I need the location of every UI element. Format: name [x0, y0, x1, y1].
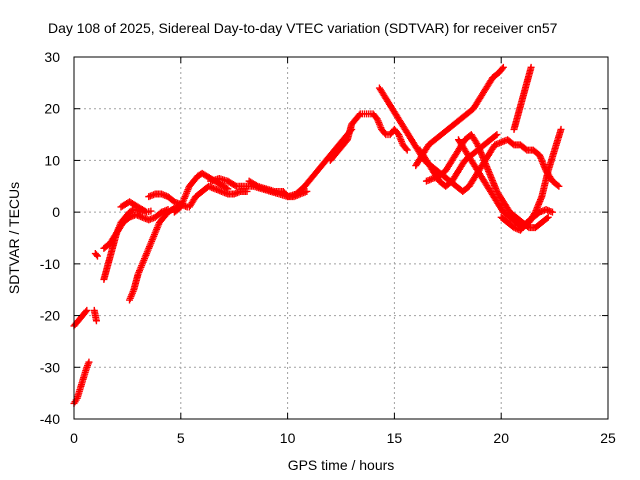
x-tick-label: 0: [70, 430, 78, 446]
data-point: [402, 145, 410, 153]
plot-frame: [73, 56, 609, 420]
data-point: [557, 125, 565, 133]
series-track-a: [70, 358, 93, 407]
y-tick-label: -30: [40, 359, 60, 375]
data-point: [147, 207, 155, 215]
series-track-d: [91, 250, 101, 260]
data-point: [92, 317, 100, 325]
data-point: [231, 181, 239, 189]
series-track-h: [126, 203, 185, 304]
series-track-c: [90, 306, 100, 325]
y-tick-label: 20: [44, 101, 60, 117]
data-point: [252, 181, 260, 189]
data-point: [499, 63, 507, 71]
series-track-m: [245, 177, 311, 201]
y-tick-label: -10: [40, 256, 60, 272]
data-point: [492, 132, 500, 140]
y-tick-label: 0: [52, 204, 60, 220]
series-track-p: [412, 63, 507, 170]
data-point: [543, 214, 551, 222]
chart-title: Day 108 of 2025, Sidereal Day-to-day VTE…: [48, 20, 558, 36]
series-track-n: [326, 110, 411, 164]
data-point: [92, 251, 100, 259]
series-track-k: [185, 182, 251, 211]
data-point: [493, 131, 501, 139]
data-point: [554, 181, 562, 189]
data-point: [544, 213, 552, 221]
y-tick-label: 30: [44, 49, 60, 65]
data-point: [83, 306, 91, 314]
y-tick-label: -20: [40, 308, 60, 324]
y-tick-label: -40: [40, 411, 60, 427]
data-point: [82, 308, 90, 316]
data-point: [355, 111, 363, 119]
x-tick-label: 10: [280, 430, 296, 446]
series-track-b: [70, 306, 91, 330]
axis-ticks: 0 5 10 15 20 25 -40 -30 -20 -10 0 10 20 30: [40, 49, 616, 446]
series-track-u: [497, 206, 556, 234]
data-point: [555, 182, 563, 190]
data-point: [303, 187, 311, 195]
data-point: [93, 252, 101, 260]
x-tick-label: 25: [600, 430, 616, 446]
x-tick-label: 20: [493, 430, 509, 446]
x-tick-label: 15: [387, 430, 403, 446]
series-track-g: [117, 198, 155, 216]
series-track-t: [510, 63, 535, 133]
x-tick-label: 5: [177, 430, 185, 446]
series-track-f: [100, 206, 172, 252]
data-point: [403, 146, 411, 154]
data-point: [381, 129, 389, 137]
data-point: [527, 63, 535, 71]
y-tick-label: 10: [44, 152, 60, 168]
y-axis-label: SDTVAR / TECUs: [6, 182, 22, 294]
data-point: [85, 358, 93, 366]
data-point: [548, 208, 556, 216]
x-axis-label: GPS time / hours: [288, 457, 395, 473]
data-point: [498, 65, 506, 73]
data-points: [70, 63, 565, 407]
